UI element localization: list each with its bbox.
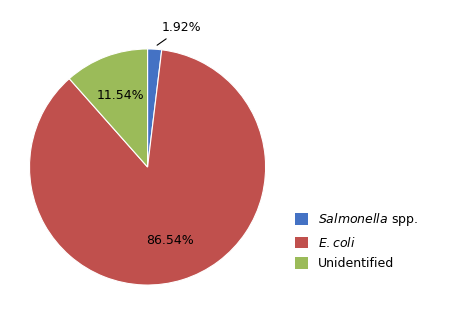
Text: 11.54%: 11.54% bbox=[97, 89, 144, 102]
Wedge shape bbox=[148, 49, 162, 167]
Text: 1.92%: 1.92% bbox=[0, 333, 1, 334]
Text: 1.92%: 1.92% bbox=[157, 21, 202, 45]
Legend: $\it{Salmonella}$ spp., $\it{E. coli}$, Unidentified: $\it{Salmonella}$ spp., $\it{E. coli}$, … bbox=[291, 207, 422, 274]
Text: 86.54%: 86.54% bbox=[147, 234, 194, 247]
Wedge shape bbox=[30, 50, 266, 285]
Wedge shape bbox=[69, 49, 148, 167]
